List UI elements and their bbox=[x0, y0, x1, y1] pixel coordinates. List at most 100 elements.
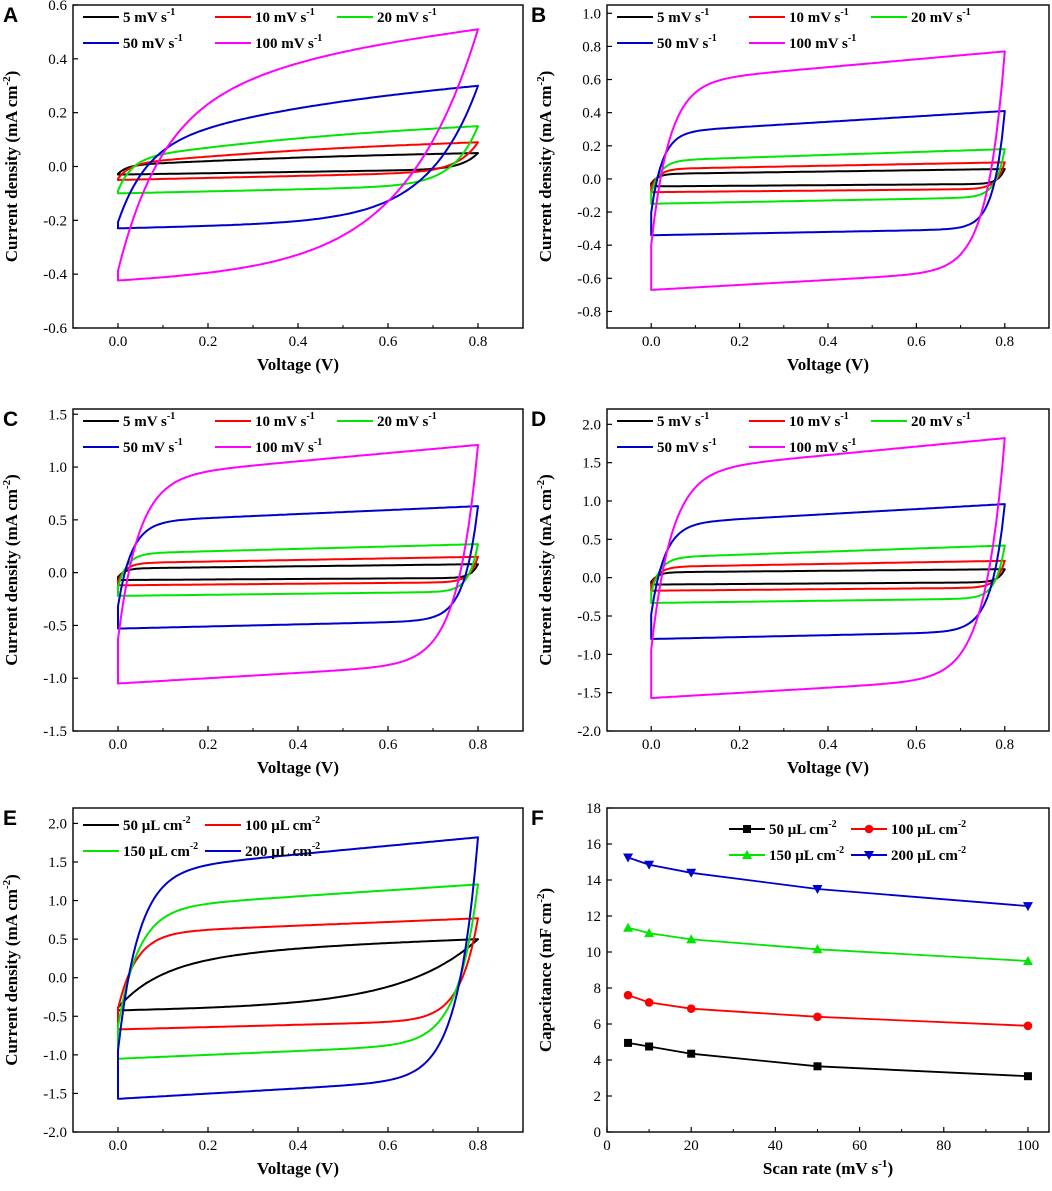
x-tick-label: 0.8 bbox=[995, 737, 1014, 753]
data-point bbox=[1023, 1021, 1033, 1031]
y-tick-label: 8 bbox=[594, 981, 602, 997]
x-tick-label: 0.0 bbox=[109, 737, 128, 753]
series-line-0 bbox=[627, 1042, 1028, 1078]
y-axis-title: Current density (mA cm-2) bbox=[535, 71, 555, 263]
legend-label: 50 mV s-1 bbox=[123, 437, 183, 456]
y-tick-label: -2.0 bbox=[43, 1125, 67, 1141]
legend-a: 5 mV s-1 10 mV s-1 20 mV s-1 50 mV s-1 100 m… bbox=[83, 7, 437, 52]
x-tick-label: 0.2 bbox=[730, 737, 749, 753]
x-tick-label: 0.4 bbox=[819, 334, 838, 350]
y-axis-title: Current density (mA cm-2) bbox=[535, 474, 555, 666]
y-tick-label: 1.0 bbox=[582, 6, 601, 22]
legend-label: 50 mV s-1 bbox=[123, 33, 183, 52]
data-point bbox=[686, 1004, 696, 1013]
data-point bbox=[812, 944, 823, 954]
x-axis-title: Voltage (V) bbox=[787, 758, 869, 777]
panel-e: E 0.0 0.2 0.4 0.6 0.8 -2.0 -1.5 -1.0 -0.5 0.0 0.5 1.… bbox=[1, 807, 524, 1178]
x-tick-label: 0.0 bbox=[109, 1138, 128, 1154]
legend-label: 50 mV s-1 bbox=[657, 437, 717, 456]
y-tick-label: 0.5 bbox=[582, 532, 601, 548]
panel-letter-e: E bbox=[3, 807, 17, 830]
legend-d: 5 mV s-1 10 mV s-1 20 mV s-1 50 mV s-1 100 m… bbox=[617, 411, 971, 456]
cv-curve-e-2 bbox=[117, 883, 479, 1060]
y-tick-label: 16 bbox=[586, 837, 602, 853]
x-tick-label: 0.6 bbox=[907, 737, 926, 753]
panel-c: C 0.0 0.2 0.4 0.6 0.8 -1.5 -1.0 -0.5 0.0 0.5 1.0 1.5… bbox=[1, 407, 524, 777]
panel-b: B 0.0 0.2 0.4 0.6 0.8 -0.8 -0.6 -0.4 -0.2 0.0 0.2 0.… bbox=[531, 4, 1050, 374]
y-tick-label: -0.2 bbox=[577, 205, 601, 221]
data-point bbox=[623, 990, 633, 1000]
legend-c: 5 mV s-1 10 mV s-1 20 mV s-1 50 mV s-1 100 m… bbox=[83, 411, 437, 456]
x-tick-label: 20 bbox=[684, 1138, 699, 1154]
cv-curve-b-2 bbox=[650, 148, 1006, 205]
data-point bbox=[1022, 956, 1033, 965]
legend-e: 50 μL cm-2 100 μL cm-2 150 μL cm-2 200 μL c… bbox=[83, 815, 320, 860]
cv-curve-a-3 bbox=[117, 84, 479, 230]
x-axis-title: Voltage (V) bbox=[257, 758, 339, 777]
x-tick-label: 0.4 bbox=[289, 1138, 308, 1154]
data-point bbox=[813, 1012, 822, 1022]
y-tick-label: 0.6 bbox=[48, 0, 67, 14]
panel-f: F 0 20 40 60 80 100 0 2 4 6 8 10 12 14 16 18 Scan rate (m… bbox=[531, 801, 1050, 1178]
y-tick-label: 0.5 bbox=[48, 513, 67, 529]
cv-curve-d-0 bbox=[650, 568, 1006, 586]
y-tick-label: 1.0 bbox=[48, 460, 67, 476]
y-tick-label: -2.0 bbox=[577, 724, 601, 740]
x-tick-label: 0.6 bbox=[379, 737, 398, 753]
y-tick-label: -0.6 bbox=[577, 271, 601, 287]
y-tick-label: -0.5 bbox=[43, 1009, 67, 1025]
x-tick-label: 0.2 bbox=[199, 1138, 218, 1154]
legend-label: 10 mV s-1 bbox=[789, 411, 849, 430]
legend-label: 5 mV s-1 bbox=[123, 411, 175, 430]
data-point bbox=[623, 922, 634, 932]
x-tick-label: 0 bbox=[603, 1138, 611, 1154]
y-tick-label: 6 bbox=[594, 1017, 602, 1033]
cv-curve-b-4 bbox=[650, 50, 1006, 291]
data-point bbox=[644, 860, 655, 870]
data-point bbox=[645, 1042, 654, 1051]
x-tick-label: 0.6 bbox=[379, 334, 398, 350]
y-tick-label: 1.5 bbox=[582, 456, 601, 472]
legend-label: 100 mV s-1 bbox=[789, 437, 856, 456]
legend-label: 20 mV s-1 bbox=[377, 7, 437, 26]
x-tick-label: 0.0 bbox=[109, 334, 128, 350]
x-tick-label: 0.0 bbox=[642, 737, 661, 753]
y-tick-label: -0.8 bbox=[577, 304, 601, 320]
legend-label: 200 μL cm-2 bbox=[245, 841, 320, 860]
data-point bbox=[813, 1062, 822, 1071]
legend-label: 5 mV s-1 bbox=[657, 7, 709, 26]
series-line-3 bbox=[627, 856, 1029, 907]
y-tick-label: -1.0 bbox=[577, 647, 601, 663]
cv-curve-c-2 bbox=[117, 543, 479, 597]
y-tick-label: 1.0 bbox=[582, 494, 601, 510]
cv-curve-b-0 bbox=[650, 168, 1006, 188]
y-axis-title: Capacitance (mF cm-2) bbox=[535, 888, 555, 1052]
y-tick-label: 10 bbox=[586, 945, 601, 961]
x-tick-label: 0.4 bbox=[289, 737, 308, 753]
cv-curve-a-1 bbox=[117, 141, 479, 181]
x-tick-label: 40 bbox=[768, 1138, 783, 1154]
y-tick-label: -1.5 bbox=[43, 724, 67, 740]
y-tick-label: -0.4 bbox=[43, 267, 67, 283]
x-tick-label: 0.8 bbox=[995, 334, 1014, 350]
legend-label: 20 mV s-1 bbox=[911, 7, 971, 26]
y-tick-label: 0 bbox=[594, 1125, 602, 1141]
y-tick-label: 0.2 bbox=[48, 106, 67, 122]
data-point bbox=[812, 885, 823, 894]
y-tick-label: 1.0 bbox=[48, 894, 67, 910]
panel-letter-b: B bbox=[531, 4, 546, 27]
legend-label: 100 mV s-1 bbox=[255, 33, 322, 52]
data-point bbox=[686, 934, 697, 944]
y-tick-label: 0.5 bbox=[48, 932, 67, 948]
y-tick-label: -1.5 bbox=[577, 686, 601, 702]
legend-label: 150 μL cm-2 bbox=[769, 845, 844, 864]
legend-label: 100 μL cm-2 bbox=[245, 815, 320, 834]
plot-frame-f bbox=[606, 807, 1050, 1133]
x-tick-label: 100 bbox=[1017, 1138, 1040, 1154]
y-tick-label: 0.6 bbox=[582, 73, 601, 89]
legend-marker bbox=[742, 850, 752, 859]
cv-curve-b-1 bbox=[650, 161, 1006, 194]
y-tick-label: -0.5 bbox=[577, 609, 601, 625]
cv-curve-a-2 bbox=[117, 125, 479, 195]
x-tick-label: 0.8 bbox=[469, 334, 488, 350]
